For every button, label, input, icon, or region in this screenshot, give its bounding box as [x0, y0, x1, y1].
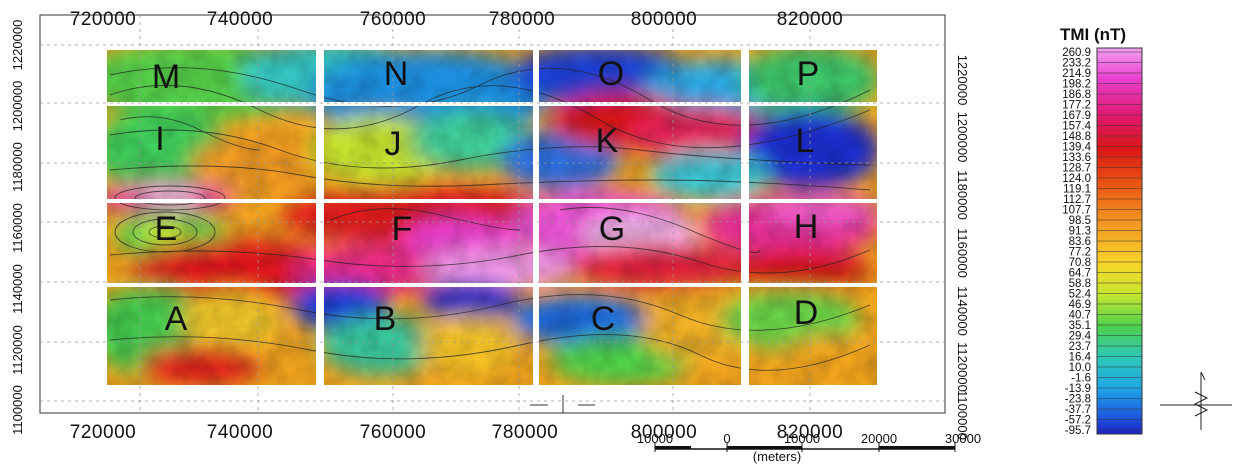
colorbar-label: 198.2 [1062, 79, 1091, 91]
sheet-labels: M N O P I J K L E F G H A B C D [152, 55, 820, 338]
colorbar-label: 139.4 [1062, 142, 1091, 154]
sheet-label: B [374, 300, 397, 338]
colorbar-label: 233.2 [1062, 58, 1091, 70]
colorbar-label: 91.3 [1069, 226, 1091, 238]
colorbar-label: -95.7 [1065, 425, 1091, 437]
colorbar-label: 35.1 [1069, 320, 1091, 332]
colorbar-label: 52.4 [1069, 289, 1092, 301]
x-tick-bottom: 780000 [492, 422, 558, 443]
colorbar-label: -13.9 [1065, 383, 1091, 395]
x-axis-bottom: 720000 740000 760000 780000 800000 82000… [70, 422, 843, 443]
scale-label: 20000 [861, 431, 897, 446]
y-tick-right: 1140000 [955, 286, 970, 336]
x-tick-bottom: 820000 [777, 422, 843, 443]
colorbar-label: -1.6 [1071, 373, 1091, 385]
sheet-label: O [598, 55, 624, 93]
colorbar-label: 157.4 [1062, 121, 1091, 133]
y-tick-left: 1100000 [10, 385, 25, 435]
sheet-label: J [385, 125, 402, 163]
y-tick-right: 1100000 [955, 390, 970, 440]
colorbar-label: -57.2 [1065, 415, 1091, 427]
colorbar-label: 214.9 [1062, 68, 1091, 80]
colorbar-label: 107.7 [1062, 205, 1091, 217]
colorbar-label: 177.2 [1062, 100, 1091, 112]
colorbar-label: 64.7 [1069, 268, 1091, 280]
scale-label: 10000 [784, 431, 820, 446]
sheet-grid [107, 40, 877, 390]
sheet-label: D [794, 294, 819, 332]
sheet-label: G [599, 210, 625, 248]
y-tick-left: 1220000 [10, 20, 25, 71]
x-tick-top: 740000 [207, 9, 273, 30]
x-tick-top: 760000 [360, 9, 426, 30]
north-arrow [1160, 371, 1232, 430]
tmi-color-map [107, 50, 877, 385]
y-axis-left: 1220000 1200000 1180000 1160000 1140000 … [10, 20, 25, 435]
colorbar-label: 119.1 [1063, 184, 1091, 196]
sheet-label: P [797, 55, 820, 93]
sheet-label: F [392, 210, 413, 248]
sheet-label: I [155, 120, 164, 158]
sheet-label: H [794, 208, 819, 246]
y-tick-left: 1160000 [10, 203, 25, 253]
colorbar-label: 260.9 [1062, 47, 1091, 59]
x-tick-bottom: 800000 [631, 422, 697, 443]
colorbar-label: 148.8 [1062, 131, 1091, 143]
colorbar-label: 77.2 [1069, 247, 1091, 259]
x-tick-bottom: 720000 [70, 422, 136, 443]
colorbar-label: 10.0 [1069, 362, 1091, 374]
x-tick-top: 800000 [631, 9, 697, 30]
sheet-label: M [152, 58, 180, 96]
x-tick-bottom: 740000 [207, 422, 273, 443]
y-tick-left: 1140000 [10, 264, 25, 314]
colorbar-label: 70.8 [1069, 257, 1091, 269]
y-tick-right: 1180000 [955, 170, 970, 220]
y-tick-right: 1160000 [955, 228, 970, 278]
scale-label: 10000 [637, 431, 673, 446]
colorbar-label: 128.7 [1062, 163, 1091, 175]
sheet-label: K [596, 122, 619, 160]
colorbar-label: 46.9 [1069, 299, 1091, 311]
sheet-label: N [384, 55, 409, 93]
colorbar-label: 167.9 [1062, 110, 1091, 122]
sheet-label: L [796, 122, 815, 160]
colorbar-label: 124.0 [1062, 173, 1091, 185]
x-tick-top: 780000 [489, 9, 555, 30]
center-tick-marker [530, 395, 595, 413]
tmi-colorbar: TMI (nT) 260.9233.2214.9198.2186.8177.21… [1060, 25, 1143, 437]
colorbar-label: -37.7 [1065, 404, 1091, 416]
y-tick-right: 1200000 [955, 112, 970, 163]
colorbar-label: 112.7 [1063, 194, 1091, 206]
colorbar-label: 23.7 [1069, 341, 1091, 353]
sheet-label: C [591, 300, 616, 338]
y-tick-right: 1220000 [955, 55, 970, 106]
graticule [40, 15, 945, 413]
sheet-label: A [165, 300, 188, 338]
colorbar-label: 83.6 [1069, 236, 1091, 248]
colorbar-label: 58.8 [1069, 278, 1091, 290]
x-tick-top: 820000 [777, 9, 843, 30]
scale-bar: 10000 0 10000 20000 30000 (meters) [637, 431, 981, 464]
y-tick-left: 1200000 [10, 81, 25, 132]
colorbar-label: 29.4 [1069, 331, 1092, 343]
scale-label: 0 [723, 431, 730, 446]
scale-units: (meters) [753, 449, 801, 464]
colorbar-label: 40.7 [1069, 310, 1091, 322]
colorbar-title: TMI (nT) [1060, 25, 1126, 44]
x-tick-top: 720000 [70, 9, 136, 30]
x-tick-bottom: 760000 [360, 422, 426, 443]
scale-label: 30000 [945, 431, 981, 446]
colorbar-label: -23.8 [1065, 394, 1091, 406]
y-tick-left: 1120000 [10, 325, 25, 375]
colorbar-label: 16.4 [1069, 352, 1092, 364]
colorbar-label: 133.6 [1062, 152, 1091, 164]
sheet-label: E [155, 210, 178, 248]
y-tick-left: 1180000 [10, 142, 25, 192]
y-axis-right: 1220000 1200000 1180000 1160000 1140000 … [955, 55, 970, 440]
colorbar-label: 98.5 [1069, 215, 1091, 227]
colorbar-label: 186.8 [1062, 89, 1091, 101]
x-axis-top: 720000 740000 760000 780000 800000 82000… [70, 9, 843, 30]
y-tick-right: 1120000 [955, 342, 970, 392]
